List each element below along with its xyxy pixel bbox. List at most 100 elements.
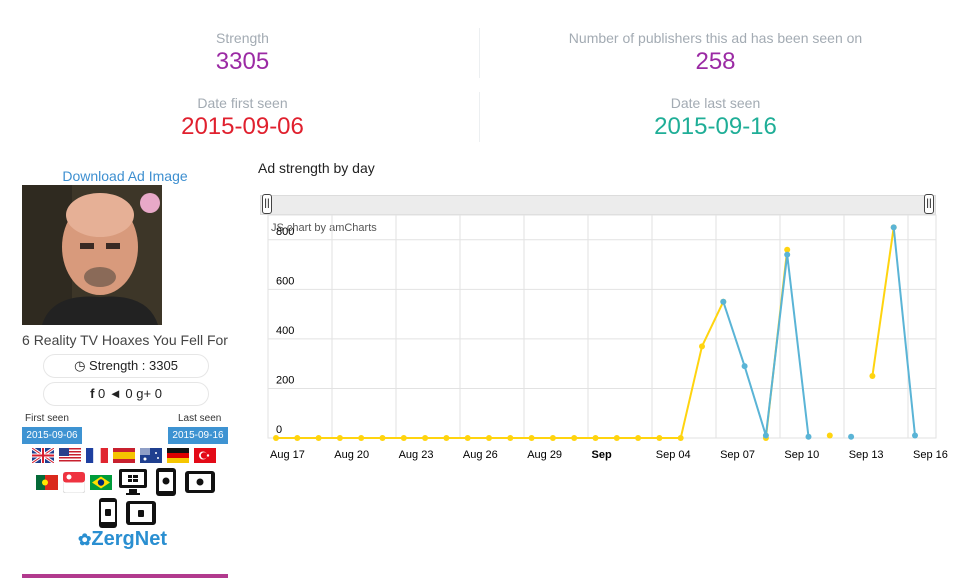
publishers-label: Number of publishers this ad has been se…	[568, 30, 863, 46]
android-phone-icon	[99, 498, 117, 528]
ad-thumbnail	[22, 185, 162, 325]
data-point	[890, 224, 897, 231]
x-tick-label: Sep 13	[849, 449, 884, 461]
chart-scrollbar[interactable]: || ||	[260, 194, 936, 215]
x-tick-label: Sep 16	[913, 449, 948, 461]
y-tick-label: 400	[276, 325, 294, 337]
data-point	[912, 432, 918, 439]
data-point	[762, 432, 769, 439]
x-tick-label: Sep	[592, 449, 612, 461]
data-point	[784, 251, 791, 258]
data-point	[699, 343, 705, 350]
strength-stat: Strength 3305	[0, 30, 485, 76]
x-tick-label: Aug 23	[399, 449, 434, 461]
y-tick-label: 200	[276, 374, 294, 386]
data-point	[741, 363, 748, 370]
stat-divider	[479, 28, 480, 78]
de-flag-icon	[167, 448, 189, 463]
x-tick-label: Aug 20	[334, 449, 369, 461]
strength-pill: ◷ Strength : 3305	[43, 354, 209, 378]
x-tick-label: Aug 29	[527, 449, 562, 461]
google-plus-icon: g+	[136, 386, 152, 401]
twitter-icon: ◄	[108, 386, 122, 401]
data-point	[890, 224, 897, 231]
data-point	[677, 435, 684, 441]
sg-flag-icon	[63, 472, 85, 493]
data-point	[784, 246, 791, 253]
data-point	[315, 435, 322, 441]
y-tick-label: 600	[276, 275, 294, 287]
android-tablet-icon	[126, 501, 156, 525]
series-line	[722, 254, 810, 437]
zergnet-mark-icon: ✿	[78, 532, 92, 549]
data-point	[720, 298, 727, 305]
data-point	[869, 373, 876, 380]
data-point	[571, 435, 578, 441]
x-tick-label: Aug 26	[463, 449, 498, 461]
twitter-count: 0	[125, 386, 133, 401]
strength-pill-text: Strength : 3305	[89, 358, 178, 373]
last-seen-badge: 2015-09-16	[168, 427, 228, 444]
data-point	[613, 435, 620, 441]
last-seen-small-label: Last seen	[178, 413, 222, 424]
download-ad-image-link[interactable]: Download Ad Image	[62, 168, 188, 184]
data-point	[379, 435, 386, 441]
last-seen-label: Date last seen	[670, 95, 761, 111]
apple-tablet-icon	[156, 468, 176, 496]
strength-value: 3305	[215, 48, 270, 75]
data-point	[464, 435, 471, 441]
data-point	[848, 433, 855, 440]
data-point	[762, 435, 769, 441]
zergnet-logo: ✿ZergNet	[78, 528, 167, 551]
data-point	[443, 435, 450, 441]
windows-desktop-icon	[119, 469, 147, 495]
data-point	[720, 298, 727, 305]
first-seen-small-label: First seen	[25, 413, 69, 424]
data-point	[507, 435, 514, 441]
publishers-stat: Number of publishers this ad has been se…	[473, 30, 958, 76]
x-tick-label: Sep 04	[656, 449, 691, 461]
data-point	[422, 435, 429, 441]
ad-title: 6 Reality TV Hoaxes You Fell For	[22, 332, 228, 348]
chart-credit[interactable]: JS chart by amCharts	[271, 222, 377, 234]
apple-tablet-landscape-icon	[185, 471, 215, 493]
data-point	[528, 435, 535, 441]
tr-flag-icon	[194, 448, 216, 463]
plot-frame	[267, 214, 937, 439]
first-seen-stat: Date first seen 2015-09-06	[0, 95, 485, 141]
series-line	[892, 227, 916, 436]
zergnet-wordmark: ZergNet	[91, 528, 167, 550]
clock-icon: ◷	[74, 358, 86, 373]
last-seen-value: 2015-09-16	[654, 113, 777, 140]
data-point	[826, 432, 833, 439]
first-seen-label: Date first seen	[197, 95, 288, 111]
google-plus-count: 0	[154, 386, 162, 401]
es-flag-icon	[113, 448, 135, 463]
data-point	[358, 435, 365, 441]
series-line	[276, 301, 725, 439]
scrollbar-right-grip[interactable]: ||	[924, 194, 934, 214]
first-seen-badge: 2015-09-06	[22, 427, 82, 444]
pt-flag-icon	[36, 475, 58, 490]
last-seen-stat: Date last seen 2015-09-16	[473, 95, 958, 141]
au-flag-icon	[140, 448, 162, 463]
data-point	[400, 435, 407, 441]
x-tick-label: Sep 07	[720, 449, 755, 461]
data-point	[805, 433, 812, 440]
chart-title: Ad strength by day	[258, 160, 375, 176]
data-point	[592, 435, 599, 441]
data-point	[656, 435, 663, 441]
data-point	[294, 435, 301, 441]
us-flag-icon	[59, 448, 81, 463]
facebook-count: 0	[98, 386, 106, 401]
data-point	[549, 435, 556, 441]
ad-panel: Download Ad Image 6 Reality TV Hoaxes Yo…	[0, 0, 250, 578]
gb-flag-icon	[32, 448, 54, 463]
first-seen-value: 2015-09-06	[181, 113, 304, 140]
scrollbar-left-grip[interactable]: ||	[262, 194, 272, 214]
social-pill: f 0 ◄ 0 g+ 0	[43, 382, 209, 406]
stat-divider	[479, 92, 480, 142]
x-tick-label: Sep 10	[784, 449, 819, 461]
facebook-icon: f	[90, 386, 95, 401]
strength-label: Strength	[216, 30, 269, 46]
